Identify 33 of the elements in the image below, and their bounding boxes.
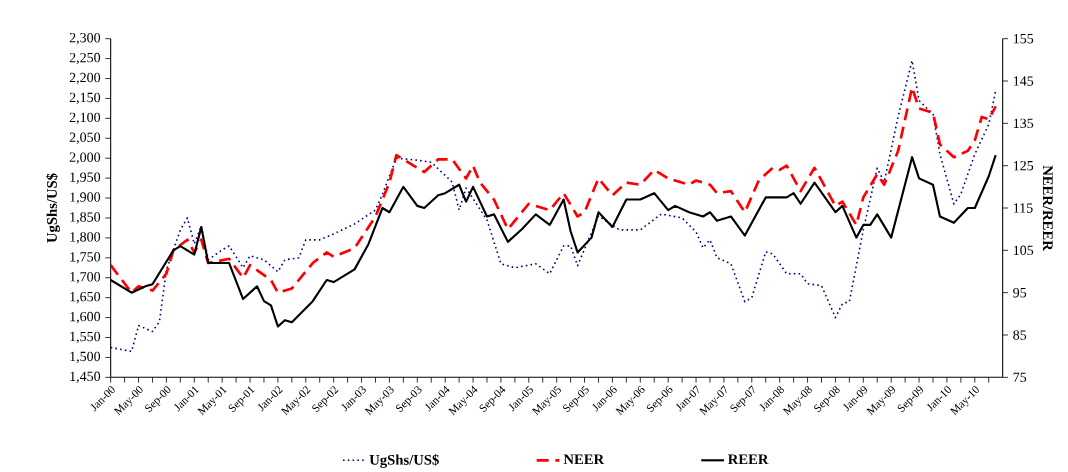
legend-label: REER: [727, 454, 769, 465]
y2-tick-label: 105: [1013, 245, 1034, 256]
y-tick-label: 1,800: [70, 232, 101, 244]
y-tick-label: 2,200: [69, 72, 101, 85]
y2-tick-label: 115: [1013, 203, 1033, 213]
y-tick-label: 1,450: [70, 371, 101, 384]
y-tick-label: 1,600: [70, 311, 101, 324]
y-tick-label: 1,500: [70, 351, 101, 364]
y-tick-label: 1,850: [70, 212, 101, 224]
y-tick-label: 2,100: [69, 112, 101, 125]
y-tick-label: 1,750: [70, 252, 101, 264]
y2-tick-label: 135: [1013, 118, 1034, 129]
line-series: [110, 59, 997, 353]
y2-tick-label: 95: [1013, 287, 1027, 298]
y2-tick-label: 125: [1013, 160, 1034, 171]
y-tick-label: 1,900: [70, 192, 101, 204]
y-axis-title: UgShs/US$: [46, 173, 60, 243]
y-tick-label: 2,000: [69, 152, 101, 164]
y-tick-label: 2,300: [69, 32, 101, 45]
legend-label: NEER: [563, 454, 605, 465]
y-tick-label: 2,150: [69, 92, 101, 105]
y-tick-label: 2,050: [69, 132, 101, 145]
y-tick-label: 2,250: [69, 52, 101, 65]
y-tick-label: 1,550: [70, 331, 101, 344]
y2-tick-label: 145: [1013, 76, 1034, 86]
y-tick-label: 1,700: [70, 272, 101, 284]
y2-axis-title: NEER/REER: [1042, 165, 1053, 251]
y2-tick-label: 155: [1013, 33, 1034, 44]
legend-label: UgShs/US$: [369, 453, 439, 468]
y2-tick-label: 75: [1013, 372, 1027, 382]
y-tick-label: 1,650: [70, 291, 101, 304]
y-tick-label: 1,950: [70, 172, 101, 184]
y2-tick-label: 85: [1013, 330, 1027, 340]
